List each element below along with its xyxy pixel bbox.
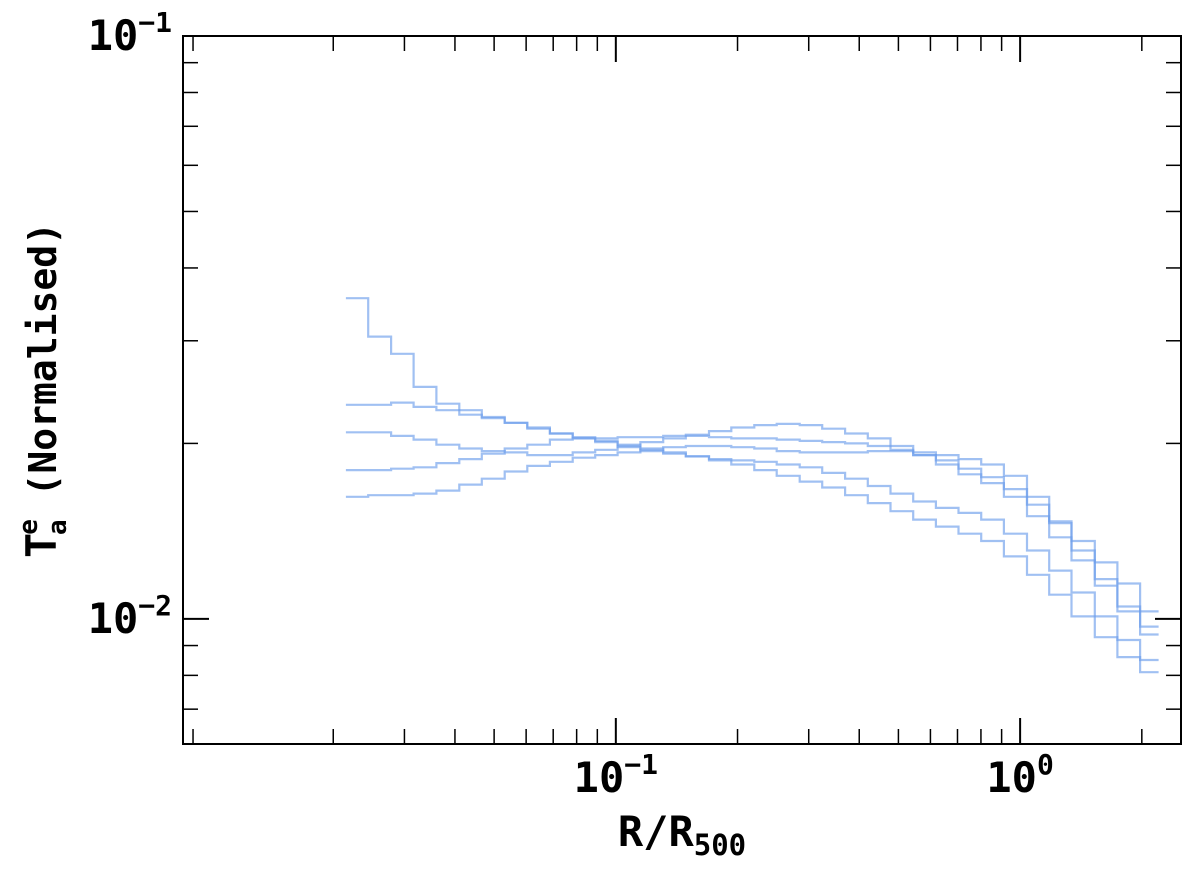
- x-tick-label: 100: [986, 748, 1053, 802]
- series-line-4: [345, 444, 1159, 628]
- plot-frame: [182, 35, 1182, 745]
- y-tick-label: 10−1: [88, 6, 172, 60]
- major-ticks: [183, 35, 1181, 744]
- x-axis-label: R/R500: [618, 807, 746, 862]
- y-axis-label: Tea (Normalised): [14, 222, 73, 558]
- y-tick-label: 10−2: [88, 589, 172, 643]
- series-line-5: [345, 434, 1159, 613]
- series-line-2: [345, 401, 1159, 662]
- svg-text:Tea (Normalised): Tea (Normalised): [14, 222, 73, 558]
- x-tick-label: 10−1: [574, 748, 658, 802]
- tick-labels: 10−1 100 10−2 10−1: [88, 6, 1054, 802]
- series-group: [345, 297, 1159, 674]
- minor-ticks: [183, 36, 1181, 744]
- series-line-3: [345, 422, 1159, 636]
